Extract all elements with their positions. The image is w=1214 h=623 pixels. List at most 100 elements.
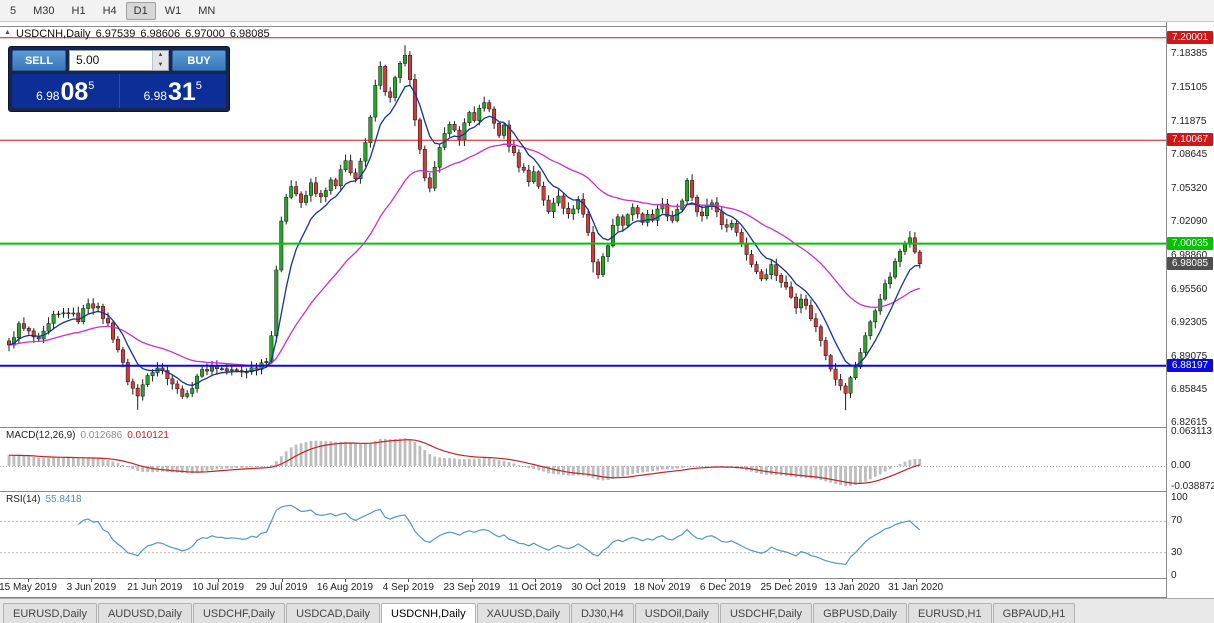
chart-symbol-label: USDCNH,Daily xyxy=(16,28,91,40)
main-chart-canvas[interactable] xyxy=(0,26,1166,428)
rsi-scale-label: 30 xyxy=(1171,546,1183,558)
macd-signal-value: 0.010121 xyxy=(127,430,169,441)
chart-tab-usdchf-daily[interactable]: USDCHF,Daily xyxy=(192,603,286,623)
date-tick xyxy=(662,579,663,582)
date-label: 18 Nov 2019 xyxy=(633,582,691,593)
price-tick-label: 7.05320 xyxy=(1171,183,1208,195)
buy-price-sup: 5 xyxy=(195,80,202,92)
date-label: 31 Jan 2020 xyxy=(888,582,944,593)
timeframe-button-d1[interactable]: D1 xyxy=(125,1,156,20)
price-tick-label: 6.98860 xyxy=(1171,249,1208,261)
price-tick-label: 7.11875 xyxy=(1171,115,1207,127)
timeframe-button-w1[interactable]: W1 xyxy=(164,4,182,17)
buy-price-display[interactable]: 6.98315 xyxy=(120,74,227,108)
volume-increase-icon[interactable]: ▲ xyxy=(153,51,168,61)
macd-indicator-label: MACD(12,26,9) 0.012686 0.010121 xyxy=(6,430,174,441)
panel-separator[interactable] xyxy=(0,491,1214,492)
date-tick xyxy=(218,579,220,582)
macd-scale-label: -0.038872 xyxy=(1171,480,1214,492)
price-tick-label: 7.08645 xyxy=(1171,148,1208,160)
date-label: 23 Sep 2019 xyxy=(443,582,501,593)
close-value: 6.98085 xyxy=(229,28,270,40)
rsi-scale-label: 100 xyxy=(1171,492,1188,503)
date-label: 15 May 2019 xyxy=(0,582,57,593)
chart-tab-usdcnh-daily[interactable]: USDCNH,Daily xyxy=(381,603,476,623)
timeframe-toolbar: 5 M30 H1 H4 D1 W1 MN xyxy=(0,0,1214,22)
panel-separator[interactable] xyxy=(0,427,1214,428)
volume-input[interactable]: 5.00 ▲ ▼ xyxy=(69,50,169,71)
chart-tab-usdoil-daily[interactable]: USDOil,Daily xyxy=(634,603,719,623)
macd-name: MACD(12,26,9) xyxy=(6,430,76,441)
price-tick-label: 7.02090 xyxy=(1171,216,1208,228)
rsi-scale-label: 0 xyxy=(1171,570,1177,581)
price-level-badge: 7.10067 xyxy=(1167,133,1213,147)
sell-price-display[interactable]: 6.98085 xyxy=(12,74,120,108)
chart-tab-gbpusd-daily[interactable]: GBPUSD,Daily xyxy=(813,603,908,623)
date-tick xyxy=(598,579,600,582)
timeframe-button-m30[interactable]: M30 xyxy=(33,4,55,17)
chart-tabs-bar: EURUSD,Daily AUDUSD,Daily USDCHF,Daily USDC… xyxy=(0,598,1214,623)
chart-tab-eurusd-h1[interactable]: EURUSD,H1 xyxy=(908,603,992,623)
high-value: 6.98606 xyxy=(140,28,181,40)
macd-panel-canvas[interactable] xyxy=(0,428,1166,491)
date-tick xyxy=(725,579,727,582)
date-axis-top-line xyxy=(0,578,1214,579)
price-axis-separator xyxy=(1166,22,1167,598)
chart-tab-dj30-h4[interactable]: DJ30,H4 xyxy=(570,603,634,623)
date-label: 4 Sep 2019 xyxy=(382,582,434,593)
macd-scale-label: 0.063113 xyxy=(1171,426,1212,437)
rsi-indicator-label: RSI(14) 55.8418 xyxy=(6,494,87,505)
rsi-panel-canvas[interactable] xyxy=(0,492,1166,578)
date-label: 29 Jul 2019 xyxy=(255,582,308,593)
volume-decrease-icon[interactable]: ▼ xyxy=(153,60,168,70)
price-level-badge: 6.88197 xyxy=(1167,358,1213,372)
chart-top-frame xyxy=(0,26,1214,27)
open-value: 6.97539 xyxy=(95,28,136,40)
timeframe-button-5[interactable]: 5 xyxy=(10,4,17,17)
chart-tab-xauusd-daily[interactable]: XAUUSD,Daily xyxy=(476,603,570,623)
rsi-value: 55.8418 xyxy=(45,494,82,505)
date-tick xyxy=(345,579,346,582)
chart-tab-usdcad-daily[interactable]: USDCAD,Daily xyxy=(286,603,381,623)
price-axis[interactable]: 7.18385 7.15105 7.11875 7.08645 7.05320 7.020… xyxy=(1167,22,1214,598)
chart-ohlc-header: USDCNH,Daily 6.97539 6.98606 6.97000 6.98085 xyxy=(16,28,275,40)
chart-shift-marker-icon[interactable]: ▲ xyxy=(4,29,11,36)
low-value: 6.97000 xyxy=(185,28,225,40)
sell-price-big: 08 xyxy=(60,78,89,106)
macd-main-value: 0.012686 xyxy=(80,430,123,441)
date-label: 30 Oct 2019 xyxy=(571,582,626,593)
buy-price-small: 6.98 xyxy=(143,89,167,103)
chart-tab-audusd-daily[interactable]: AUDUSD,Daily xyxy=(97,603,192,623)
date-tick xyxy=(28,579,29,582)
date-axis[interactable]: 15 May 2019 3 Jun 2019 21 Jun 2019 10 Jul 2… xyxy=(0,579,1166,597)
price-tick-label: 6.82615 xyxy=(1171,417,1208,429)
date-label: 3 Jun 2019 xyxy=(66,582,117,593)
date-label: 6 Dec 2019 xyxy=(699,582,751,593)
date-tick xyxy=(915,579,917,582)
price-tick-label: 6.92305 xyxy=(1171,317,1208,329)
date-tick xyxy=(408,579,410,582)
date-tick xyxy=(788,579,790,582)
price-level-badge: 6.98085 xyxy=(1167,256,1213,270)
date-label: 21 Jun 2019 xyxy=(127,582,183,593)
chart-bottom-frame xyxy=(0,597,1214,598)
date-label: 13 Jan 2020 xyxy=(824,582,880,593)
chart-tab-eurusd-daily[interactable]: EURUSD,Daily xyxy=(3,603,97,623)
date-label: 25 Dec 2019 xyxy=(760,582,818,593)
price-tick-label: 7.18385 xyxy=(1171,48,1208,60)
date-tick xyxy=(281,579,283,582)
timeframe-button-h4[interactable]: H4 xyxy=(102,4,117,17)
buy-button[interactable]: BUY xyxy=(172,50,226,71)
date-tick xyxy=(535,579,537,582)
timeframe-button-h1[interactable]: H1 xyxy=(71,4,86,17)
timeframe-button-mn[interactable]: MN xyxy=(198,4,216,17)
volume-value[interactable]: 5.00 xyxy=(76,53,100,67)
one-click-trading-panel: SELL 5.00 ▲ ▼ BUY 6.98085 6.98315 xyxy=(8,46,230,112)
rsi-scale-label: 70 xyxy=(1171,515,1183,527)
price-tick-label: 6.85845 xyxy=(1171,383,1208,395)
sell-button[interactable]: SELL xyxy=(12,50,66,71)
date-tick xyxy=(91,579,93,582)
date-tick xyxy=(154,579,156,582)
chart-tab-gbpaud-h1[interactable]: GBPAUD,H1 xyxy=(992,603,1076,623)
chart-tab-usdchf-daily[interactable]: USDCHF,Daily xyxy=(719,603,813,623)
